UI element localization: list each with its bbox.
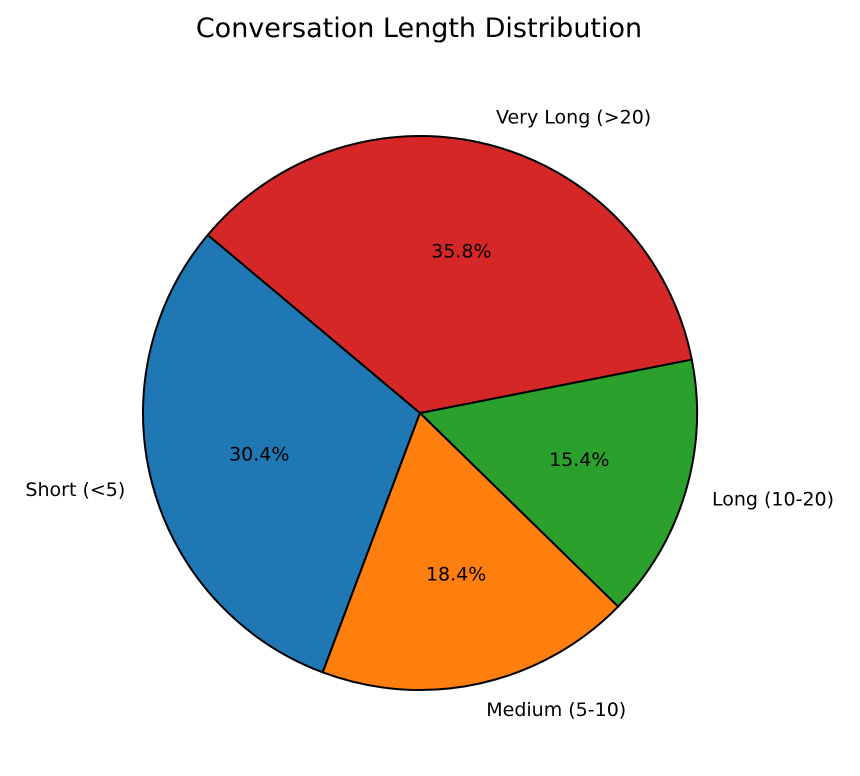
pie-slice-3 [206, 135, 693, 414]
slice-label-0: Short (<5) [25, 479, 125, 501]
slice-percent-0: 30.4% [229, 444, 289, 466]
chart-title: Conversation Length Distribution [196, 13, 642, 44]
slice-percent-3: 35.8% [431, 241, 491, 263]
slice-percent-2: 15.4% [549, 449, 609, 471]
pie-slice-1 [321, 412, 620, 691]
pie-slice-2 [419, 358, 698, 608]
pie-slices [142, 135, 698, 691]
slice-label-1: Medium (5-10) [486, 699, 626, 721]
pie-labels: Short (<5) 30.4% Medium (5-10) 18.4% Long (1… [25, 106, 834, 720]
slice-label-2: Long (10-20) [712, 489, 834, 511]
slice-percent-1: 18.4% [426, 564, 486, 586]
slice-label-3: Very Long (>20) [496, 106, 651, 128]
pie-slice-0 [142, 233, 421, 674]
